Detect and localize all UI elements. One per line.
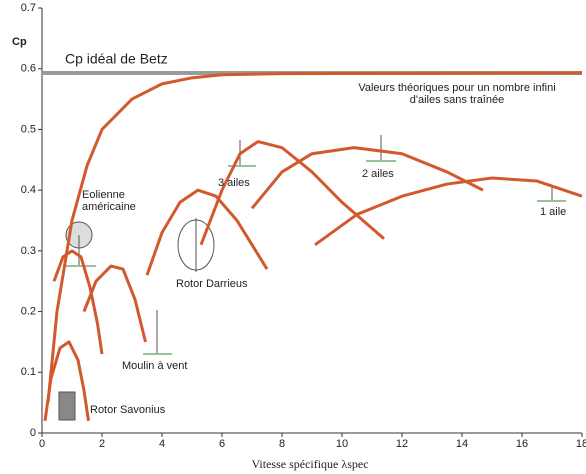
curve-label: Rotor Darrieus — [176, 278, 248, 290]
curve-label: Eolienne — [82, 189, 125, 201]
curve-label: Rotor Savonius — [90, 404, 166, 416]
x-tick-label: 12 — [396, 438, 408, 450]
y-tick-label: 0 — [30, 427, 36, 439]
y-tick-label: 0.1 — [21, 366, 36, 378]
icons — [58, 135, 566, 421]
y-tick-label: 0.3 — [21, 245, 36, 257]
curve-label: Moulin à vent — [122, 360, 187, 372]
x-tick-label: 18 — [576, 438, 586, 450]
curve-label: Valeurs théoriques pour un nombre infini — [358, 82, 555, 94]
x-tick-label: 4 — [159, 438, 165, 450]
y-tick-label: 0.4 — [21, 184, 36, 196]
curve-label: 2 ailes — [362, 168, 394, 180]
x-tick-label: 6 — [219, 438, 225, 450]
y-tick-label: 0.6 — [21, 63, 36, 75]
curve — [199, 140, 385, 246]
curve-label: d'ailes sans traînée — [410, 94, 504, 106]
y-tick-label: 0.2 — [21, 305, 36, 317]
x-tick-label: 16 — [516, 438, 528, 450]
curve — [52, 249, 104, 355]
x-tick-label: 2 — [99, 438, 105, 450]
curve-label: 3 ailes — [218, 177, 250, 189]
x-tick-label: 0 — [39, 438, 45, 450]
curve — [46, 71, 583, 403]
y-tick-label: 0.7 — [21, 2, 36, 14]
betz-label: Cp idéal de Betz — [65, 51, 168, 67]
curve — [43, 340, 90, 422]
curve — [314, 176, 583, 247]
x-tick-label: 8 — [279, 438, 285, 450]
curve — [250, 146, 484, 210]
y-axis-label: Cp — [12, 36, 27, 48]
x-axis-label: Vitesse spécifique λspec — [251, 457, 368, 471]
curve — [82, 264, 147, 343]
x-tick-label: 10 — [336, 438, 348, 450]
curve-label: américaine — [82, 201, 136, 213]
curve-label: 1 aile — [540, 206, 566, 218]
savonius-icon — [58, 391, 76, 421]
curve — [145, 188, 269, 276]
y-tick-label: 0.5 — [21, 123, 36, 135]
x-tick-label: 14 — [456, 438, 468, 450]
